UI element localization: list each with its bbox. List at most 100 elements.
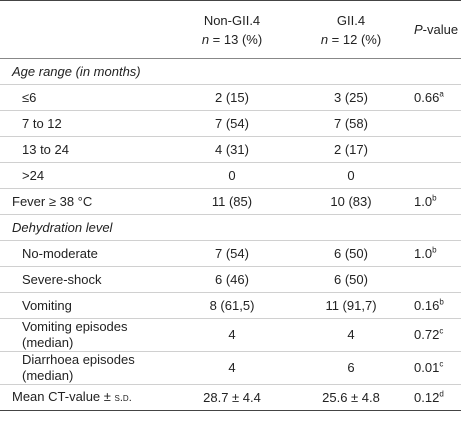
table-header: Non-GII.4 n = 13 (%) GII.4 n = 12 (%) P-va… [0,0,461,59]
value-cell: 2 (17) [292,136,410,163]
header-count: = 13 (%) [209,31,263,47]
label-text: Mean CT-value ± s.d. [12,389,132,404]
section-label: Age range (in months) [0,58,461,85]
header-empty [0,0,172,59]
table-row: 7 to 12 7 (54) 7 (58) [0,110,461,137]
value-cell: 0 [172,162,292,189]
value-cell: 6 (50) [292,266,410,293]
table-row: Vomiting 8 (61,5) 11 (91,7) 0.16b [0,292,461,319]
value-cell: 3 (25) [292,84,410,111]
p-value-cell: 0.72c [410,318,461,352]
table-body: Age range (in months) ≤6 2 (15) 3 (25) 0.66a… [0,58,461,411]
p-note: b [439,297,444,307]
value-cell: 4 [172,351,292,385]
header-line: Non-GII.4 [203,12,261,28]
row-label: 7 to 12 [0,110,172,137]
header-count: = 12 (%) [328,31,382,47]
header-row: Non-GII.4 n = 13 (%) GII.4 n = 12 (%) P-va… [0,0,461,59]
p-note: c [439,359,444,369]
table-row: Vomiting episodes (median) 4 4 0.72c [0,318,461,352]
value-cell: 8 (61,5) [172,292,292,319]
p-value-cell: 0.16b [410,292,461,319]
label-text: Severe-shock [22,271,102,287]
label-text: ≤6 [22,89,37,105]
p-value-cell [410,266,461,293]
p-note: c [439,326,444,336]
value-cell: 6 [292,351,410,385]
p-note: b [432,245,437,255]
value-cell: 7 (54) [172,240,292,267]
header-p-rest: -value [422,22,459,37]
value-cell: 11 (85) [172,188,292,215]
section-row: Dehydration level [0,214,461,241]
row-label: 13 to 24 [0,136,172,163]
value-cell: 7 (54) [172,110,292,137]
table-row: 13 to 24 4 (31) 2 (17) [0,136,461,163]
table-row: >24 0 0 [0,162,461,189]
p-value: 0.16 [414,297,440,313]
value-cell: 4 [292,318,410,352]
row-label: Mean CT-value ± s.d. [0,385,172,411]
row-label: No-moderate [0,240,172,267]
p-value-cell: 1.0b [410,240,461,267]
section-label: Dehydration level [0,214,461,241]
label-text: Fever ≥ 38 °C [12,193,93,209]
value-cell: 4 (31) [172,136,292,163]
label-text: No-moderate [22,245,98,261]
value-cell: 6 (50) [292,240,410,267]
p-note: d [439,389,444,399]
header-n: n [201,31,210,47]
p-value: 0.12 [414,389,440,405]
p-value: 0.66 [414,89,440,105]
value-cell: 2 (15) [172,84,292,111]
p-value: 0.01 [414,360,440,375]
header-cell: P-value [410,0,461,59]
p-note: b [432,193,437,203]
p-value-cell: 0.66a [410,84,461,111]
value-cell: 25.6 ± 4.8 [322,389,380,405]
table-row: ≤6 2 (15) 3 (25) 0.66a [0,84,461,111]
value-cell: 4 [172,318,292,352]
p-value-cell: 0.12d [410,385,461,411]
label-text: Diarrhoea episodes (median) [22,352,135,383]
value-cell: 28.7 ± 4.4 [203,389,261,405]
p-value-cell [410,110,461,137]
row-label: Fever ≥ 38 °C [0,188,172,215]
header-cell: GII.4 n = 12 (%) [292,0,410,59]
header-n: n [320,31,329,47]
header-p: P [414,22,423,37]
label-text: Vomiting episodes (median) [22,319,128,350]
label-smallcaps: s.d. [114,392,132,404]
p-value-cell [410,136,461,163]
p-value: 0.72 [414,327,440,342]
section-row: Age range (in months) [0,58,461,85]
row-label: Severe-shock [0,266,172,293]
row-label: Vomiting episodes (median) [0,318,172,352]
p-value-cell: 1.0b [410,188,461,215]
table-row: Mean CT-value ± s.d. 28.7 ± 4.4 25.6 ± 4.8… [0,385,461,411]
value-cell: 10 (83) [292,188,410,215]
header-line: GII.4 [336,12,366,28]
table-row: Severe-shock 6 (46) 6 (50) [0,266,461,293]
table-row: No-moderate 7 (54) 6 (50) 1.0b [0,240,461,267]
label-text: 7 to 12 [22,115,62,131]
p-value-cell [410,162,461,189]
value-cell: 7 (58) [292,110,410,137]
data-table: Non-GII.4 n = 13 (%) GII.4 n = 12 (%) P-va… [0,0,461,411]
row-label: Vomiting [0,292,172,319]
row-label: Diarrhoea episodes (median) [0,351,172,385]
label-text: >24 [22,167,45,183]
value-cell: 0 [292,162,410,189]
p-note: a [439,89,444,99]
table-row: Fever ≥ 38 °C 11 (85) 10 (83) 1.0b [0,188,461,215]
row-label: ≤6 [0,84,172,111]
value-cell: 6 (46) [172,266,292,293]
p-value: 1.0 [414,245,433,261]
header-cell: Non-GII.4 n = 13 (%) [172,0,292,59]
label-text: 13 to 24 [22,141,69,157]
row-label: >24 [0,162,172,189]
p-value-cell: 0.01c [410,351,461,385]
p-value: 1.0 [414,193,433,209]
value-cell: 11 (91,7) [292,292,410,319]
